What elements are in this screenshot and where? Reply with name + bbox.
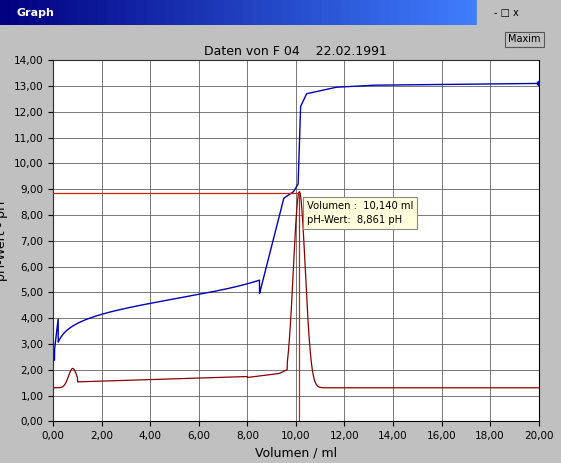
Bar — [331, 0, 341, 25]
Bar — [117, 0, 126, 25]
Y-axis label: pH-Wert - pH: pH-Wert - pH — [0, 200, 8, 281]
Bar — [311, 0, 321, 25]
Bar — [419, 0, 428, 25]
Bar — [302, 0, 311, 25]
Bar — [0, 0, 10, 25]
Bar — [263, 0, 272, 25]
Bar — [477, 0, 486, 25]
Bar — [273, 0, 282, 25]
Text: Maxim: Maxim — [508, 34, 541, 44]
Bar — [49, 0, 58, 25]
Bar — [233, 0, 243, 25]
Bar — [20, 0, 29, 25]
Bar — [467, 0, 477, 25]
Bar — [127, 0, 136, 25]
Bar — [477, 0, 561, 25]
Bar — [438, 0, 448, 25]
Bar — [39, 0, 48, 25]
Bar — [185, 0, 195, 25]
Bar — [214, 0, 224, 25]
Bar — [146, 0, 155, 25]
Bar — [457, 0, 467, 25]
Bar — [195, 0, 204, 25]
Bar — [399, 0, 408, 25]
Bar — [165, 0, 175, 25]
Bar — [370, 0, 379, 25]
Bar — [350, 0, 360, 25]
Bar — [253, 0, 263, 25]
X-axis label: Volumen / ml: Volumen / ml — [255, 447, 337, 460]
Bar — [175, 0, 185, 25]
Bar — [360, 0, 370, 25]
Bar — [204, 0, 214, 25]
Bar — [243, 0, 253, 25]
Bar — [58, 0, 68, 25]
Bar — [389, 0, 399, 25]
Bar — [78, 0, 88, 25]
Bar — [156, 0, 165, 25]
Bar — [341, 0, 350, 25]
Bar — [107, 0, 117, 25]
Text: Volumen :  10,140 ml
pH-Wert:  8,861 pH: Volumen : 10,140 ml pH-Wert: 8,861 pH — [307, 201, 413, 225]
Bar — [29, 0, 39, 25]
Bar — [68, 0, 77, 25]
Bar — [428, 0, 438, 25]
Bar — [136, 0, 146, 25]
Bar — [10, 0, 19, 25]
Bar — [321, 0, 330, 25]
Bar — [282, 0, 292, 25]
Bar — [448, 0, 457, 25]
Bar — [224, 0, 233, 25]
Bar — [409, 0, 419, 25]
Title: Daten von F 04    22.02.1991: Daten von F 04 22.02.1991 — [205, 44, 387, 57]
Bar — [97, 0, 107, 25]
Bar — [380, 0, 389, 25]
Bar — [292, 0, 301, 25]
Bar — [88, 0, 97, 25]
Text: Graph: Graph — [17, 8, 55, 18]
Text: - □ x: - □ x — [494, 8, 518, 18]
